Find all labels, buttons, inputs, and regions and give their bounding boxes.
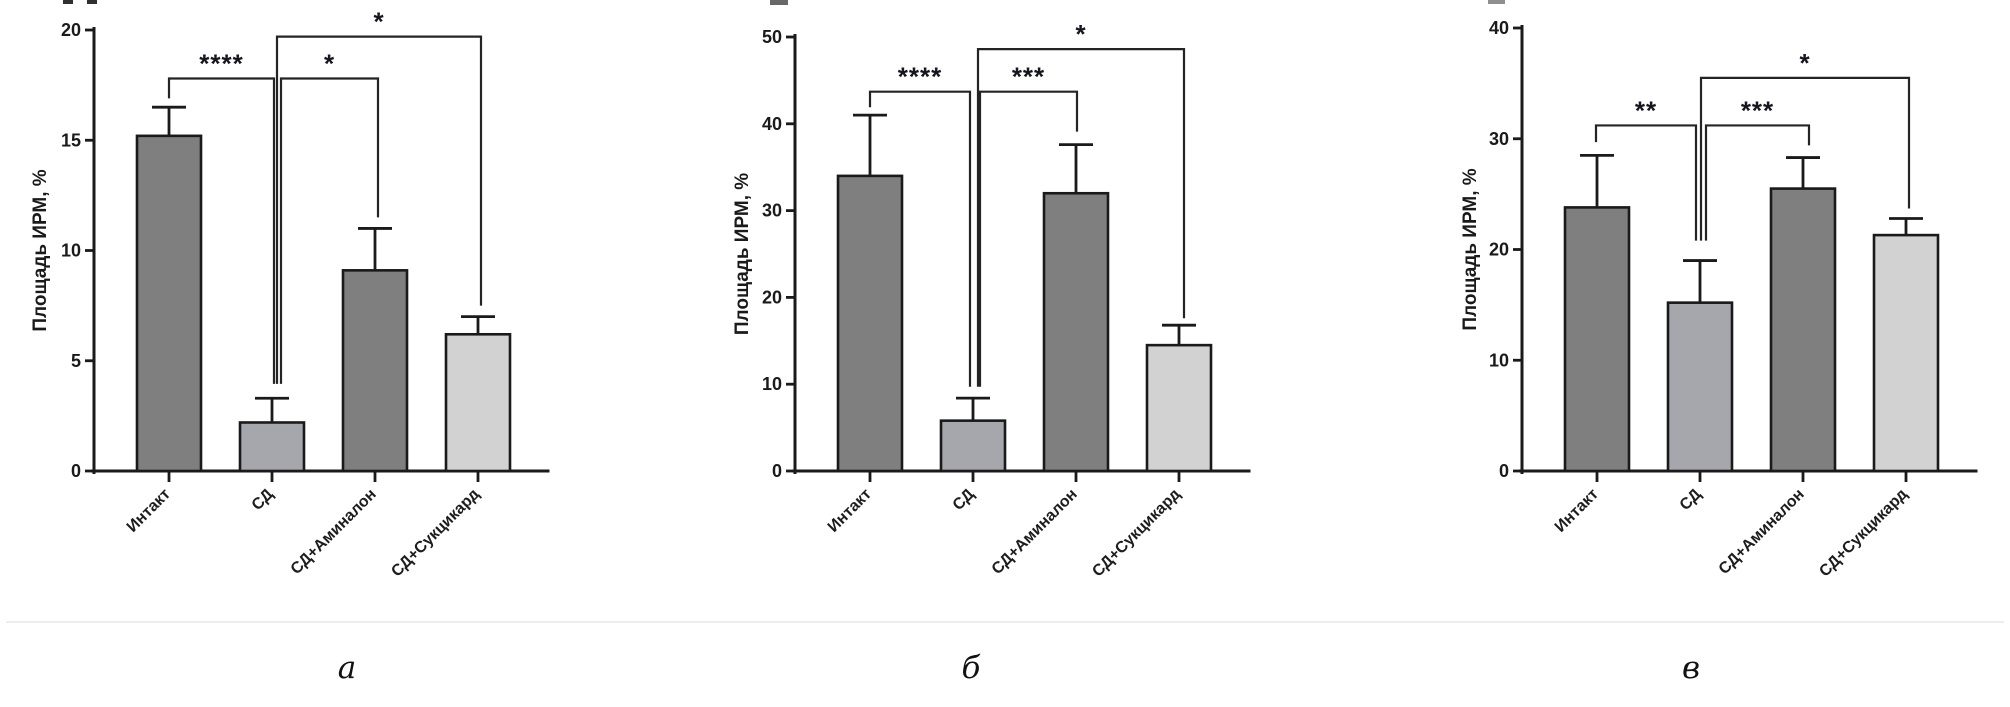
x-category-label: СД+Сукцикард — [388, 486, 483, 581]
panel-caption-v: в — [1681, 650, 1701, 686]
bar-1 — [1563, 206, 1631, 473]
x-category-label: СД+Сукцикард — [1816, 486, 1911, 581]
significance-stars: * — [373, 7, 384, 37]
y-tick-label: 10 — [1489, 350, 1509, 370]
significance-stars: * — [1799, 48, 1810, 78]
divider-line — [6, 621, 2004, 623]
significance-bracket — [978, 90, 1079, 387]
significance-bracket — [1704, 124, 1811, 241]
x-category-label: Интакт — [1552, 486, 1602, 536]
significance-bracket — [275, 35, 483, 384]
bar-3 — [341, 269, 409, 473]
x-category-label: СД+Аминалон — [989, 486, 1081, 578]
significance-stars: *** — [1741, 95, 1774, 125]
significance-bracket — [868, 90, 972, 387]
significance-stars: *** — [1012, 62, 1045, 92]
x-category-label: Интакт — [124, 486, 174, 536]
significance-bracket — [976, 48, 1186, 387]
panel-chart-v: 0 10 20 30 40 Площадь ИРМ, % Интакт СД СД+Аминал… — [1460, 18, 1978, 581]
cropped-label-fragment — [63, 0, 73, 4]
bar-1 — [135, 134, 203, 473]
panel-caption-a: а — [337, 650, 357, 686]
bar-4 — [1872, 233, 1940, 473]
bar-2 — [238, 421, 306, 473]
x-category-label: СД — [950, 485, 979, 514]
x-category-label: СД+Аминалон — [1716, 486, 1808, 578]
y-tick-label: 20 — [1489, 240, 1509, 260]
bar-3 — [1769, 187, 1837, 473]
y-tick-label: 20 — [762, 287, 782, 307]
significance-stars: * — [324, 49, 335, 79]
x-category-label: СД+Сукцикард — [1089, 486, 1184, 581]
y-axis-title: Площадь ИРМ, % — [1460, 168, 1481, 330]
significance-bracket — [1594, 124, 1698, 241]
panel-chart-b: 0 10 20 30 40 50 Площадь ИРМ, % Интакт СД СД+Амин… — [732, 19, 1251, 581]
cropped-label-fragment — [770, 0, 788, 5]
significance-bracket — [1699, 76, 1911, 241]
panel-chart-a: 0 5 10 15 20 Площадь ИРМ, % Интакт СД СД+Аминало… — [30, 7, 550, 581]
x-category-label: СД — [1677, 485, 1706, 514]
y-tick-label: 15 — [61, 130, 81, 150]
significance-stars: * — [1075, 19, 1086, 49]
cropped-label-fragment — [1488, 0, 1505, 4]
bar-1 — [836, 174, 904, 473]
y-tick-label: 0 — [71, 461, 81, 481]
cropped-label-fragment — [87, 0, 97, 4]
significance-bracket — [279, 77, 380, 384]
x-category-label: Интакт — [825, 486, 875, 536]
bar-4 — [1145, 343, 1213, 473]
y-tick-label: 0 — [772, 461, 782, 481]
y-tick-label: 20 — [61, 20, 81, 40]
y-axis-title: Площадь ИРМ, % — [30, 169, 51, 331]
y-tick-label: 50 — [762, 27, 782, 47]
y-tick-label: 30 — [1489, 129, 1509, 149]
bar-2 — [1666, 301, 1734, 473]
y-tick-label: 0 — [1499, 461, 1509, 481]
x-category-label: СД — [249, 485, 278, 514]
y-tick-label: 10 — [61, 241, 81, 261]
panel-caption-b: б — [961, 650, 981, 686]
bar-4 — [444, 332, 512, 473]
x-category-label: СД+Аминалон — [288, 486, 380, 578]
significance-stars: **** — [199, 49, 243, 79]
y-tick-label: 10 — [762, 374, 782, 394]
y-tick-label: 5 — [71, 351, 81, 371]
significance-stars: **** — [898, 62, 942, 92]
y-axis-title: Площадь ИРМ, % — [732, 173, 753, 335]
bar-2 — [939, 419, 1007, 473]
bar-3 — [1042, 191, 1110, 473]
y-tick-label: 30 — [762, 201, 782, 221]
y-tick-label: 40 — [762, 114, 782, 134]
significance-bracket — [167, 77, 276, 384]
y-tick-label: 40 — [1489, 18, 1509, 38]
significance-stars: ** — [1635, 95, 1657, 125]
